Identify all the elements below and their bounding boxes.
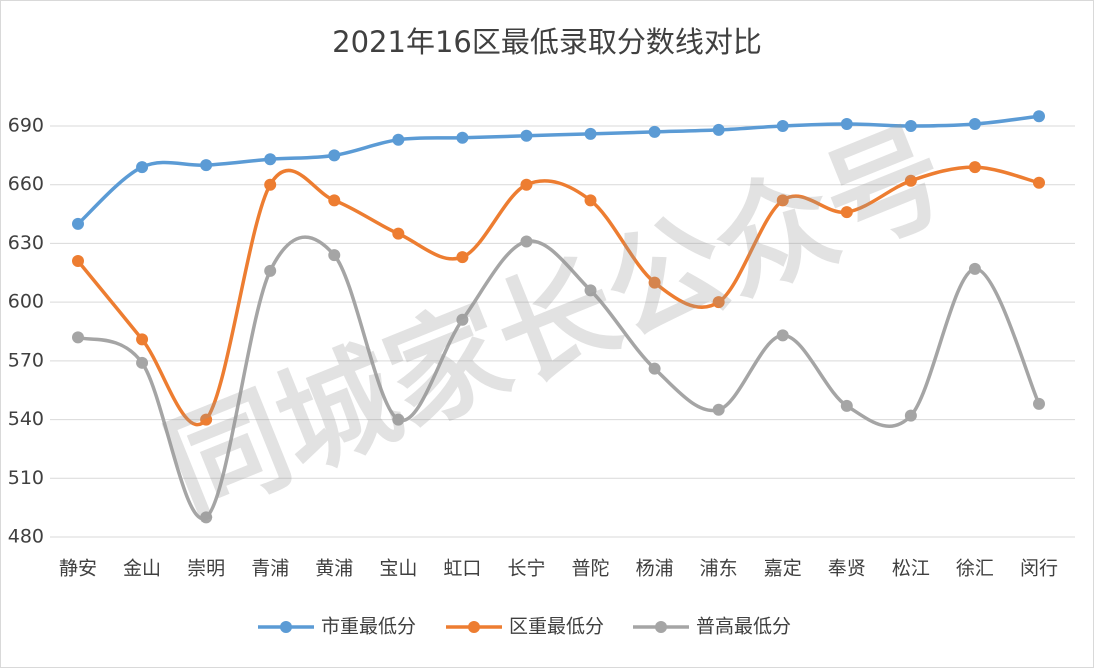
y-tick-label: 570 [8, 349, 44, 371]
data-point [904, 409, 917, 422]
series-line [76, 114, 1040, 226]
data-point [712, 403, 725, 416]
data-point [264, 153, 277, 166]
data-point [1033, 176, 1045, 189]
data-point [840, 118, 853, 131]
data-point [200, 413, 213, 426]
x-tick-label: 静安 [59, 558, 97, 580]
data-point [392, 133, 405, 146]
data-point [264, 178, 277, 191]
data-point [840, 399, 853, 412]
x-tick-label: 宝山 [379, 558, 417, 580]
legend-marker [655, 621, 667, 633]
data-point [584, 194, 597, 207]
data-point [456, 131, 469, 144]
data-point [712, 296, 725, 309]
data-point [1033, 110, 1045, 123]
data-point [200, 159, 213, 172]
legend-marker [468, 621, 480, 633]
legend-label: 普高最低分 [696, 616, 791, 638]
y-tick-label: 480 [8, 526, 44, 548]
y-tick-label: 690 [8, 115, 44, 137]
data-point [520, 235, 533, 248]
x-tick-label: 杨浦 [636, 558, 674, 580]
data-point [328, 149, 341, 162]
x-tick-label: 普陀 [572, 558, 610, 580]
y-tick-label: 510 [8, 467, 44, 489]
data-point [776, 194, 789, 207]
data-point [840, 206, 853, 219]
data-point [392, 413, 405, 426]
chart-title: 2021年16区最低录取分数线对比 [332, 25, 762, 59]
x-tick-label: 金山 [123, 558, 161, 580]
data-point [776, 329, 789, 342]
data-point [456, 313, 469, 326]
y-tick-label: 630 [8, 232, 44, 254]
x-tick-label: 浦东 [700, 558, 738, 580]
data-point [520, 178, 533, 191]
y-tick-label: 660 [8, 173, 44, 195]
x-tick-label: 黄浦 [315, 558, 353, 580]
data-point [520, 129, 533, 142]
data-point [776, 120, 789, 132]
data-point [584, 127, 597, 140]
data-point [72, 331, 84, 344]
data-point [968, 118, 981, 131]
data-point [1033, 397, 1045, 410]
data-point [136, 161, 149, 174]
x-tick-label: 长宁 [507, 558, 545, 580]
data-point [584, 284, 597, 297]
data-point [904, 120, 917, 132]
y-tick-label: 540 [8, 408, 44, 430]
legend-marker [280, 621, 292, 633]
data-point [328, 194, 341, 207]
data-point [648, 125, 661, 138]
x-tick-label: 闵行 [1020, 558, 1058, 580]
y-tick-label: 600 [8, 291, 44, 313]
data-point [264, 264, 277, 277]
x-tick-label: 松江 [892, 558, 930, 580]
data-point [136, 333, 149, 346]
x-tick-label: 徐汇 [956, 558, 994, 580]
data-point [648, 276, 661, 289]
data-point [392, 227, 405, 240]
data-point [904, 174, 917, 187]
x-tick-label: 奉贤 [828, 558, 866, 580]
data-point [72, 255, 84, 268]
data-point [648, 362, 661, 375]
x-tick-label: 崇明 [187, 558, 225, 580]
legend-label: 市重最低分 [321, 616, 416, 638]
x-tick-label: 嘉定 [764, 558, 802, 580]
x-tick-label: 青浦 [251, 558, 289, 580]
data-point [328, 249, 341, 262]
data-point [968, 161, 981, 174]
data-point [72, 217, 84, 230]
x-tick-label: 虹口 [443, 558, 481, 580]
data-point [200, 511, 213, 524]
legend-label: 区重最低分 [509, 616, 604, 638]
data-point [712, 123, 725, 136]
data-point [136, 356, 149, 369]
data-point [968, 262, 981, 275]
data-point [456, 251, 469, 264]
